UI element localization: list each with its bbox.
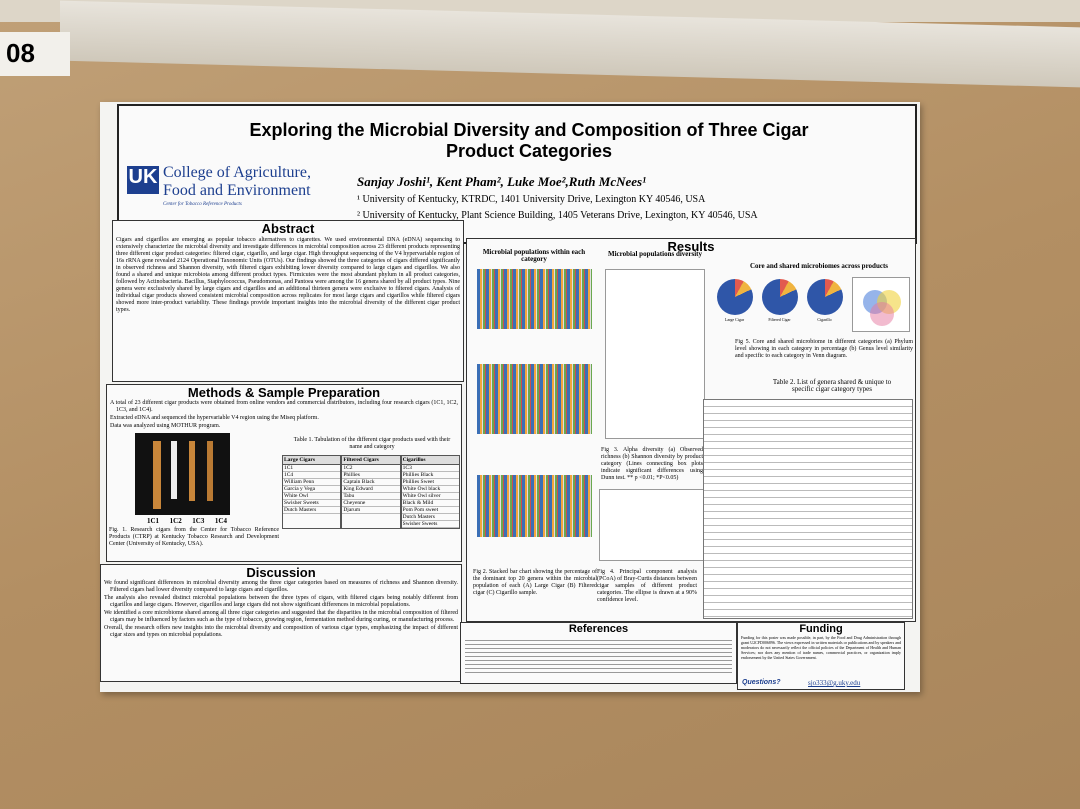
logo-line: Food and Environment	[163, 182, 311, 199]
table-cell: Swisher Sweets	[283, 500, 341, 507]
table-cell: Dutch Masters	[401, 514, 459, 521]
table-cell: Dutch Masters	[283, 507, 341, 514]
table-cell: Black & Mild	[401, 500, 459, 507]
funding: Funding Funding for this poster was made…	[737, 622, 905, 690]
caption: Fig 2. Stacked bar chart showing the per…	[473, 569, 597, 596]
bullet: Overall, the research offers new insight…	[104, 625, 458, 638]
table-cell: White Owl	[283, 493, 341, 500]
pie: Filtered Cigar	[761, 279, 798, 334]
table-cell: King Edward	[342, 486, 400, 493]
cigar-label: 1C3	[192, 517, 205, 525]
questions: Questions?	[742, 679, 781, 686]
caption: Fig 4. Principal component analysis (PCo…	[597, 569, 697, 603]
affiliation: ² University of Kentucky, Plant Science …	[357, 210, 758, 221]
logo: UK	[127, 166, 159, 194]
table-cell: William Penn	[283, 479, 341, 486]
caption: Table 1. Tabulation of the different cig…	[293, 437, 451, 450]
caption: Table 2. List of genera shared & unique …	[772, 378, 892, 393]
stacked-chart	[477, 475, 592, 537]
affiliation: ¹ University of Kentucky, KTRDC, 1401 Un…	[357, 194, 706, 205]
table-header: Filtered Cigars	[342, 456, 400, 465]
pie-shape	[806, 279, 843, 315]
table-header: Large Cigars	[283, 456, 341, 465]
board-label: 08	[0, 32, 70, 76]
pcoa-plot	[599, 489, 707, 561]
bullet: Extracted eDNA and sequenced the hyperva…	[110, 415, 319, 421]
reference-lines	[465, 637, 732, 675]
abstract-text: Cigars and cigarillos are emerging as po…	[116, 237, 460, 313]
cigar-label: 1C4	[214, 517, 227, 525]
table-cell: White Owl black	[401, 486, 459, 493]
cigar-label: 1C1	[147, 517, 160, 525]
panel-title: Microbial populations within each catego…	[482, 248, 586, 263]
results: Results Microbial populations within eac…	[466, 238, 916, 622]
cigar-photo	[135, 433, 230, 515]
panel-title: Microbial populations diversity	[608, 250, 702, 258]
bullet: The analysis also revealed distinct micr…	[104, 595, 458, 608]
table-cell: Phillies	[342, 472, 400, 479]
table-cell: Swisher Sweets	[401, 521, 459, 528]
table-cell: 1C2	[342, 465, 400, 472]
bullet: We found significant differences in micr…	[104, 580, 458, 593]
table-cell: White Owl silver	[401, 493, 459, 500]
caption: Fig 3. Alpha diversity (a) Observed rich…	[601, 447, 703, 481]
table-cell: 1C4	[283, 472, 341, 479]
heading: Abstract	[261, 221, 315, 236]
table-header: Cigarillos	[401, 456, 459, 465]
caption: Fig. 1. Research cigars from the Center …	[109, 527, 279, 547]
bullet: Data was analyzed using MOTHUR program.	[110, 423, 221, 429]
pie: Cigarillo	[806, 279, 843, 334]
stacked-chart	[477, 269, 592, 329]
poster: Exploring the Microbial Diversity and Co…	[100, 102, 920, 692]
table-cell: Garcia y Vega	[283, 486, 341, 493]
heading: Results	[667, 239, 715, 254]
table-cell: 1C1	[283, 465, 341, 472]
references: References	[460, 622, 737, 684]
methods: Methods & Sample Preparation A total of …	[106, 384, 462, 562]
pie-label: Cigarillo	[817, 317, 832, 322]
table-cell: Phillies Sweet	[401, 479, 459, 486]
caption: Fig 5. Core and shared microbiome in dif…	[735, 339, 913, 359]
table-cell: Djarum	[342, 507, 400, 514]
box-plot	[605, 269, 705, 439]
table-2	[703, 399, 913, 619]
cigar-label: 1C2	[169, 517, 182, 525]
pie: Large Cigar	[716, 279, 753, 334]
logo-line: College of Agriculture,	[163, 164, 311, 181]
table-cell: Captain Black	[342, 479, 400, 486]
heading: Methods & Sample Preparation	[187, 385, 381, 400]
table-cell: Phillies Black	[401, 472, 459, 479]
authors: Sanjay Joshi¹, Kent Pham², Luke Moe²,Rut…	[357, 174, 646, 189]
table-cell: Pom Pom sweet	[401, 507, 459, 514]
venn	[852, 277, 910, 332]
discussion: Discussion We found significant differen…	[100, 564, 462, 682]
abstract: Abstract Cigars and cigarillos are emerg…	[112, 220, 464, 382]
pie-label: Filtered Cigar	[768, 317, 791, 322]
logo-sub: Center for Tobacco Reference Products	[163, 202, 242, 207]
bullet: A total of 23 different cigar products w…	[110, 400, 458, 413]
table-cell: Tabu	[342, 493, 400, 500]
pie-shape	[761, 279, 798, 315]
table-column: Cigarillos 1C3 Phillies Black Phillies Swee…	[400, 455, 460, 529]
pie-label: Large Cigar	[724, 317, 745, 322]
title: Exploring the Microbial Diversity and Co…	[249, 120, 809, 161]
table-column: Large Cigars 1C1 1C4 William Penn Garcia y V…	[282, 455, 342, 529]
table-column: Filtered Cigars 1C2 Phillies Captain Black K…	[341, 455, 401, 529]
stacked-chart	[477, 364, 592, 434]
panel-title: Core and shared microbiomes across produ…	[750, 262, 888, 270]
table-cell: Cheyenne	[342, 500, 400, 507]
heading: Discussion	[246, 565, 316, 580]
heading: Funding	[799, 623, 843, 635]
table-cell: 1C3	[401, 465, 459, 472]
heading: References	[568, 623, 629, 635]
email[interactable]: sjo333@g.uky.edu	[808, 679, 861, 687]
funding-text: Funding for this poster was made possibl…	[741, 635, 901, 660]
bullet: We identified a core microbiome shared a…	[104, 610, 458, 623]
pie-shape	[716, 279, 753, 315]
